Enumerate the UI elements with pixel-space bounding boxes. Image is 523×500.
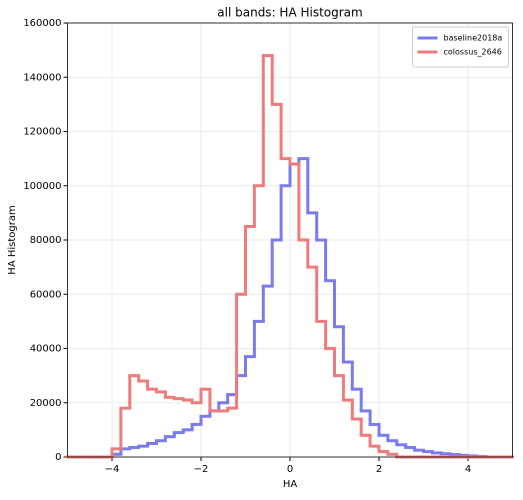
y-tick-label: 100000 [23, 181, 61, 192]
y-tick-label: 140000 [23, 72, 61, 83]
y-axis-label: HA Histogram [7, 205, 18, 274]
legend-label: baseline2018a [444, 34, 503, 43]
x-tick-label: 4 [465, 464, 471, 475]
x-tick-label: −4 [105, 464, 120, 475]
y-tick-label: 160000 [23, 18, 61, 29]
y-tick-label: 0 [55, 452, 61, 463]
y-tick-label: 80000 [30, 235, 62, 246]
x-axis-label: HA [283, 479, 298, 490]
y-tick-label: 40000 [30, 344, 62, 355]
y-tick-label: 120000 [23, 127, 61, 138]
x-tick-label: 0 [287, 464, 293, 475]
plot-frame [67, 22, 513, 458]
x-tick-label: −2 [194, 464, 209, 475]
y-tick-label: 60000 [30, 289, 62, 300]
legend-label: colossus_2646 [444, 48, 502, 57]
chart-title: all bands: HA Histogram [217, 6, 362, 20]
y-tick-label: 20000 [30, 398, 62, 409]
x-tick-label: 2 [376, 464, 382, 475]
